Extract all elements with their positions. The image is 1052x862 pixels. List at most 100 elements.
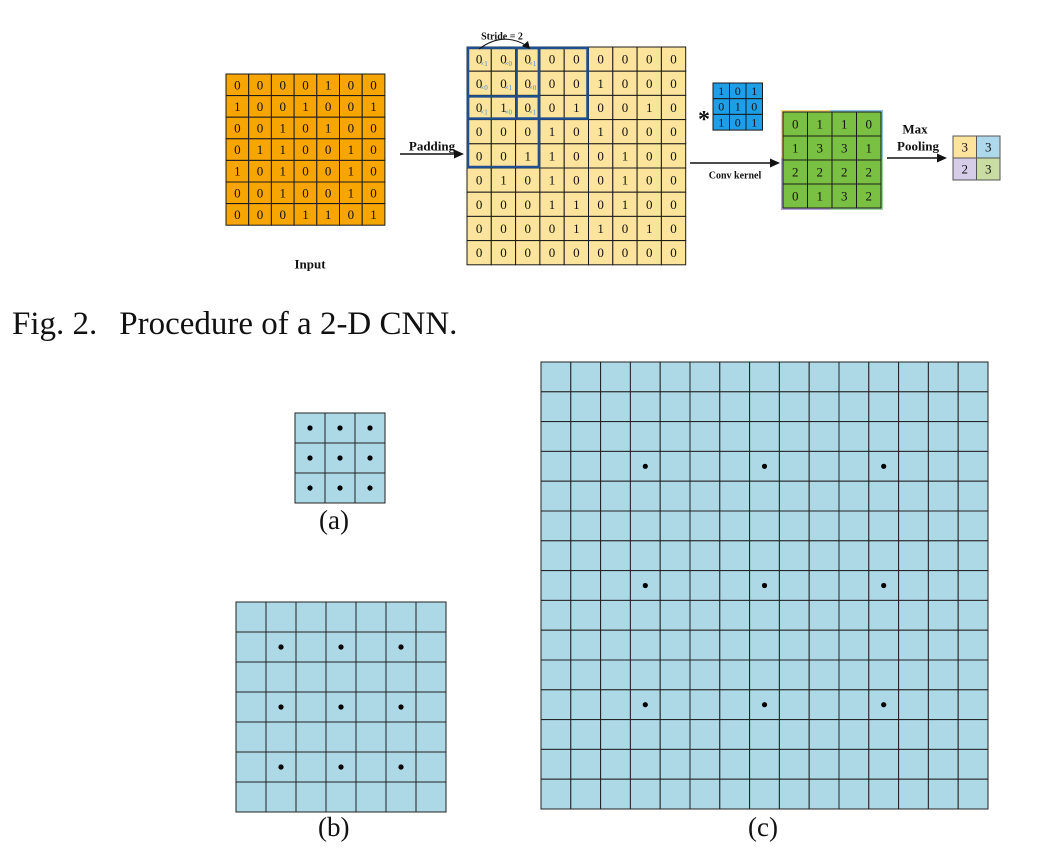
input-grid-cell-value: 1 <box>280 185 287 200</box>
input-grid-cell-value: 0 <box>257 164 264 179</box>
padded-grid-cell: 0 <box>539 70 565 96</box>
dilation-cell <box>927 421 959 452</box>
dilation-cell <box>749 659 780 691</box>
dilation-cell <box>659 361 691 393</box>
dilation-cell <box>957 629 989 661</box>
padded-grid-cell-value: 0 <box>670 173 677 188</box>
padded-grid-cell-value: 0 <box>622 76 629 91</box>
padded-grid-cell-bg <box>660 46 687 72</box>
padded-grid-cell: 1 <box>490 94 517 121</box>
kernel-weight-mark: ×1 <box>529 108 537 116</box>
dilation-cell <box>629 599 661 631</box>
padded-grid-cell: 0 <box>563 70 590 96</box>
feature-map-cell: 3 <box>831 135 857 161</box>
dilation-cell <box>355 601 387 633</box>
padded-grid-cell: 0 <box>612 70 638 96</box>
padded-grid-cell-value: 0 <box>670 124 677 139</box>
dilation-cell <box>838 689 870 721</box>
padded-grid-cell-value: 1 <box>549 197 556 212</box>
max-pooling-label-2: Pooling <box>897 139 939 154</box>
feature-map-cell-bg <box>856 111 882 137</box>
feature-map-cell-bg <box>856 183 882 209</box>
dilation-cell <box>629 659 661 691</box>
padded-grid-cell: 1 <box>539 143 565 169</box>
dilation-cell <box>659 391 691 423</box>
pooled-output: 3 3 2 3 <box>952 135 1001 181</box>
padded-grid-cell-value: 0 <box>597 148 604 163</box>
figure-caption-text: Procedure of a 2-D CNN. <box>119 306 458 342</box>
dilation-cell <box>600 570 631 601</box>
dilation-cell <box>957 659 989 691</box>
feature-map-cell-value: 1 <box>841 117 848 132</box>
dilation-cell <box>927 361 959 393</box>
padded-grid-cell: 1 <box>490 167 517 193</box>
kernel-grid-cell: 1 <box>745 82 763 100</box>
dilation-cell <box>600 719 631 750</box>
kernel-weight-mark: ×0 <box>480 84 488 92</box>
dilation-cell <box>957 391 989 423</box>
feature-map-cell: 1 <box>807 183 833 209</box>
padded-grid-cell-bg <box>660 119 687 145</box>
dilation-cell <box>540 570 572 601</box>
input-grid-cell: 1 <box>270 116 295 140</box>
padded-grid-cell: 0 <box>588 46 614 72</box>
dilation-cell <box>689 599 721 631</box>
padded-grid-cell-value: 0 <box>500 221 507 236</box>
sampling-point <box>337 455 343 461</box>
dilation-cell <box>957 480 989 512</box>
dilation-cell <box>749 391 780 423</box>
padded-grid-cell-value: 0 <box>549 52 556 67</box>
input-grid-cell-value: 1 <box>325 77 332 92</box>
dilation-cell <box>927 629 959 661</box>
input-grid-cell: 1 <box>316 116 340 140</box>
dilation-cell <box>719 599 751 631</box>
sampling-point <box>278 644 284 650</box>
padded-grid-cell: 1 <box>612 143 638 169</box>
dilation-cell <box>415 721 447 753</box>
dilation-cell <box>778 689 810 721</box>
kernel-weight-mark: ×1 <box>480 108 488 116</box>
padded-grid-cell-value: 0 <box>476 148 483 163</box>
dilation-cell <box>540 480 572 512</box>
dilation-cell <box>838 361 870 393</box>
dilation-cell <box>749 599 780 631</box>
dilation-cell <box>838 659 870 691</box>
dilation-cell <box>719 510 751 542</box>
input-grid-cell: 0 <box>361 116 386 140</box>
dilation-cell <box>570 450 602 482</box>
padded-grid-cell: 0 <box>490 70 517 96</box>
kernel-grid-cell: 0 <box>729 113 747 131</box>
padded-grid-cell-bg <box>660 240 687 266</box>
dilation-cell <box>355 781 387 813</box>
dilation-cell <box>898 480 929 512</box>
dilation-cell <box>689 510 721 542</box>
padded-grid-cell-value: 0 <box>549 221 556 236</box>
input-grid-cell-value: 0 <box>257 99 264 114</box>
input-grid-cell: 0 <box>316 138 340 161</box>
padded-grid-cell: 0 <box>515 167 541 193</box>
dilation-cell <box>689 748 721 780</box>
input-grid-cell: 0 <box>270 95 295 118</box>
feature-map-cell: 3 <box>831 183 857 209</box>
padded-grid-cell: 0 <box>515 215 541 242</box>
dilation-cell <box>629 421 661 452</box>
padded-grid-cell: 0 <box>490 119 517 145</box>
input-grid-cell: 0 <box>225 203 250 226</box>
input-grid-cell-value: 0 <box>348 207 355 222</box>
dilation-cell <box>868 361 900 393</box>
padded-grid-cell-bg <box>588 143 614 169</box>
dilation-cell <box>957 510 989 542</box>
padded-grid-cell-value: 0 <box>622 124 629 139</box>
input-grid-cell-value: 1 <box>348 185 355 200</box>
padded-grid-cell: 0 <box>588 191 614 217</box>
input-grid-cell-value: 1 <box>348 164 355 179</box>
dilation-cell <box>355 721 387 753</box>
max-pooling-label-1: Max <box>902 122 928 137</box>
padded-grid-cell-value: 0 <box>525 197 532 212</box>
dilation-cell <box>659 480 691 512</box>
input-grid-cell: 1 <box>361 203 386 226</box>
input-grid-cell: 0 <box>248 116 272 140</box>
input-grid-cell: 0 <box>339 203 363 226</box>
dilation-cell <box>659 570 691 601</box>
padded-grid-cell: 0 <box>612 215 638 242</box>
